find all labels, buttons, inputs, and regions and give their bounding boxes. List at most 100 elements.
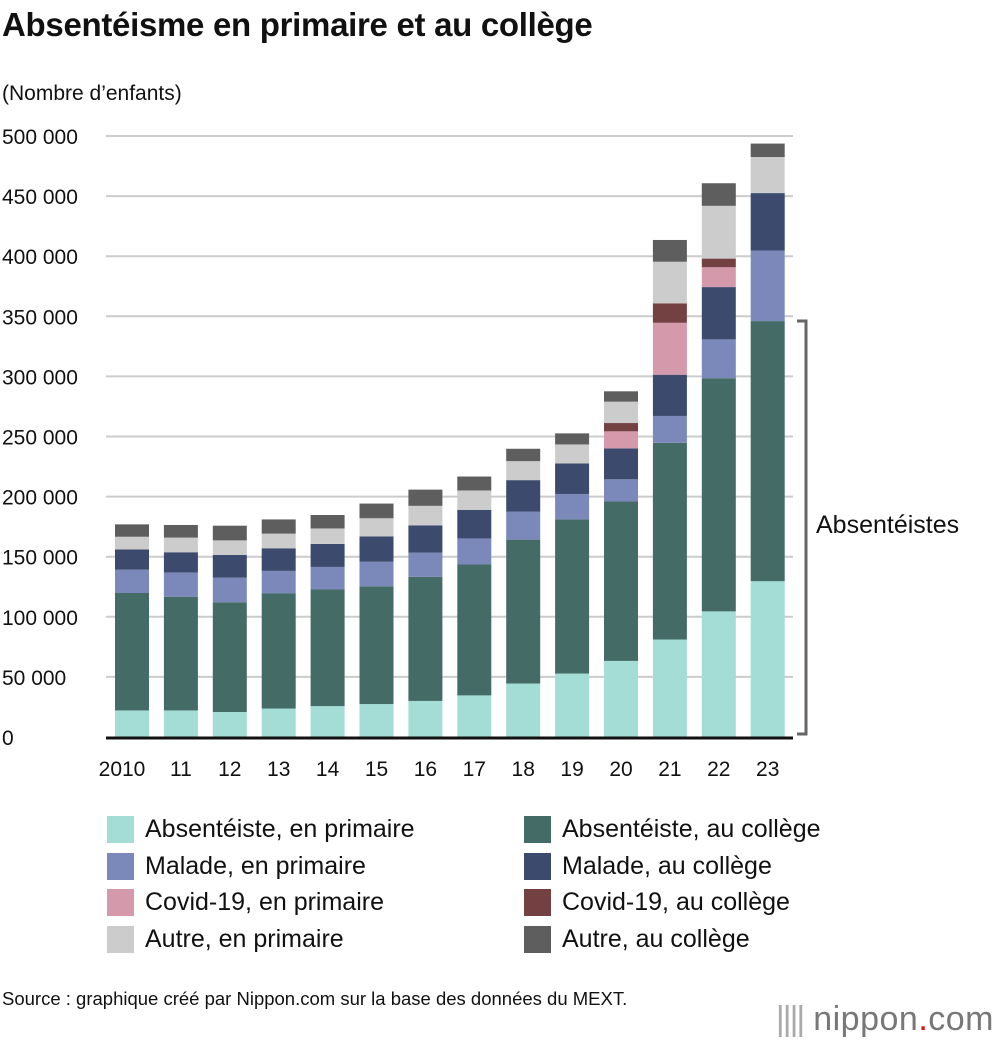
bar-segment-3: [359, 536, 394, 562]
bar-segment-0: [359, 704, 394, 737]
y-tick-label: 250 000: [2, 427, 78, 450]
bar-segment-0: [163, 710, 198, 737]
bar-segment-3: [750, 193, 785, 251]
bar-segment-3: [115, 549, 149, 570]
bar-segment-1: [261, 593, 296, 709]
x-tick-label: 19: [560, 758, 583, 781]
legend-label: Malade, en primaire: [145, 851, 366, 880]
bar-segment-6: [261, 533, 296, 549]
x-tick-label: 23: [756, 758, 779, 781]
legend-item: Autre, en primaire: [107, 925, 344, 954]
bar-segment-2: [115, 569, 149, 594]
x-tick-label: 17: [463, 758, 486, 781]
bar-segment-3: [212, 555, 247, 578]
bar-segment-1: [408, 576, 443, 701]
legend-item: Covid-19, en primaire: [107, 888, 384, 917]
bar-segment-6: [163, 537, 198, 553]
bar-segment-0: [604, 660, 638, 737]
bar-segment-6: [408, 505, 443, 526]
legend-label: Covid-19, au collège: [562, 888, 790, 916]
x-tick-label: 22: [707, 758, 730, 781]
bar-segment-1: [115, 593, 149, 711]
x-tick-label: 16: [414, 758, 437, 781]
bar-segment-6: [310, 528, 345, 544]
bar-segment-0: [457, 695, 492, 737]
bar-segment-7: [212, 525, 247, 541]
bar-segment-3: [604, 448, 638, 480]
y-tick-label: 100 000: [2, 607, 78, 630]
bar-segment-7: [555, 433, 590, 445]
bar-segment-0: [701, 611, 736, 737]
bar-segment-6: [212, 540, 247, 556]
x-tick-label: 15: [365, 758, 388, 781]
bar-segment-1: [750, 321, 785, 582]
bar-segment-2: [701, 339, 736, 379]
bar-segment-7: [310, 514, 345, 529]
bar-segment-2: [359, 561, 394, 587]
bar-segment-0: [555, 673, 590, 737]
bar-segment-6: [359, 518, 394, 537]
y-tick-label: 350 000: [2, 306, 78, 329]
y-tick-label: 400 000: [2, 246, 78, 269]
bracket-label: Absentéistes: [816, 511, 959, 539]
y-tick-label: 200 000: [2, 487, 78, 510]
bar-segment-7: [701, 183, 736, 206]
y-tick-label: 450 000: [2, 186, 78, 209]
x-tick-label: 21: [658, 758, 681, 781]
bar-segment-6: [701, 205, 736, 259]
bar-segment-3: [457, 509, 492, 539]
bar-segment-1: [555, 519, 590, 674]
bar-segment-5: [701, 258, 736, 268]
bar-segment-6: [652, 261, 687, 304]
nippon-logo: |||| nippon.com: [775, 1000, 994, 1038]
legend-swatch: [524, 816, 551, 843]
bar-segment-6: [457, 490, 492, 510]
legend-item: Malade, en primaire: [107, 852, 366, 881]
bar-segment-7: [163, 524, 198, 538]
bar-segment-1: [701, 378, 736, 612]
source-note: Source : graphique créé par Nippon.com s…: [2, 988, 628, 1009]
bar-segment-0: [750, 581, 785, 737]
x-tick-label: 12: [218, 758, 241, 781]
bar-segment-4: [604, 431, 638, 449]
bar-segment-0: [652, 639, 687, 737]
legend-swatch: [524, 925, 551, 953]
bar-segment-5: [652, 303, 687, 323]
bar-segment-2: [163, 572, 198, 597]
bar-segment-1: [457, 564, 492, 696]
legend-item: Absentéiste, en primaire: [107, 815, 415, 844]
bar-segment-6: [115, 536, 149, 550]
bar-segment-2: [408, 552, 443, 577]
bar-segment-2: [750, 250, 785, 322]
legend-label: Malade, au collège: [562, 851, 772, 880]
bar-segment-2: [555, 493, 590, 520]
bar-segment-0: [115, 710, 149, 737]
bar-segment-2: [604, 479, 638, 502]
legend-swatch: [107, 816, 134, 843]
bar-segment-0: [310, 706, 345, 737]
bar-segment-6: [555, 444, 590, 464]
bar-segment-3: [163, 552, 198, 573]
bar-segment-0: [408, 700, 443, 737]
stacked-bar-chart: 0 50 000 100 000 150 000 200 000 250 000 300 0…: [2, 126, 959, 781]
legend-item: Covid-19, au collège: [524, 888, 790, 917]
legend-item: Autre, au collège: [524, 925, 750, 954]
x-tick-label: 20: [609, 758, 632, 781]
x-tick-label: 14: [316, 758, 340, 781]
y-axis-unit-label: (Nombre d’enfants): [2, 82, 182, 105]
legend-item: Malade, au collège: [524, 852, 772, 881]
x-tick-label: 13: [267, 758, 290, 781]
bar-segment-1: [163, 596, 198, 711]
x-tick-label: 11: [170, 758, 192, 781]
logo-dot: .: [918, 1000, 929, 1038]
x-tick-label: 2010: [99, 758, 146, 781]
bar-segment-1: [506, 539, 541, 684]
bar-segment-3: [310, 543, 345, 567]
logo-name: nippon: [813, 1000, 919, 1038]
bar-segment-2: [506, 511, 541, 540]
legend-label: Absentéiste, en primaire: [145, 815, 415, 843]
bar-segment-2: [457, 538, 492, 565]
bar-segment-7: [750, 143, 785, 158]
bar-segment-3: [652, 374, 687, 416]
